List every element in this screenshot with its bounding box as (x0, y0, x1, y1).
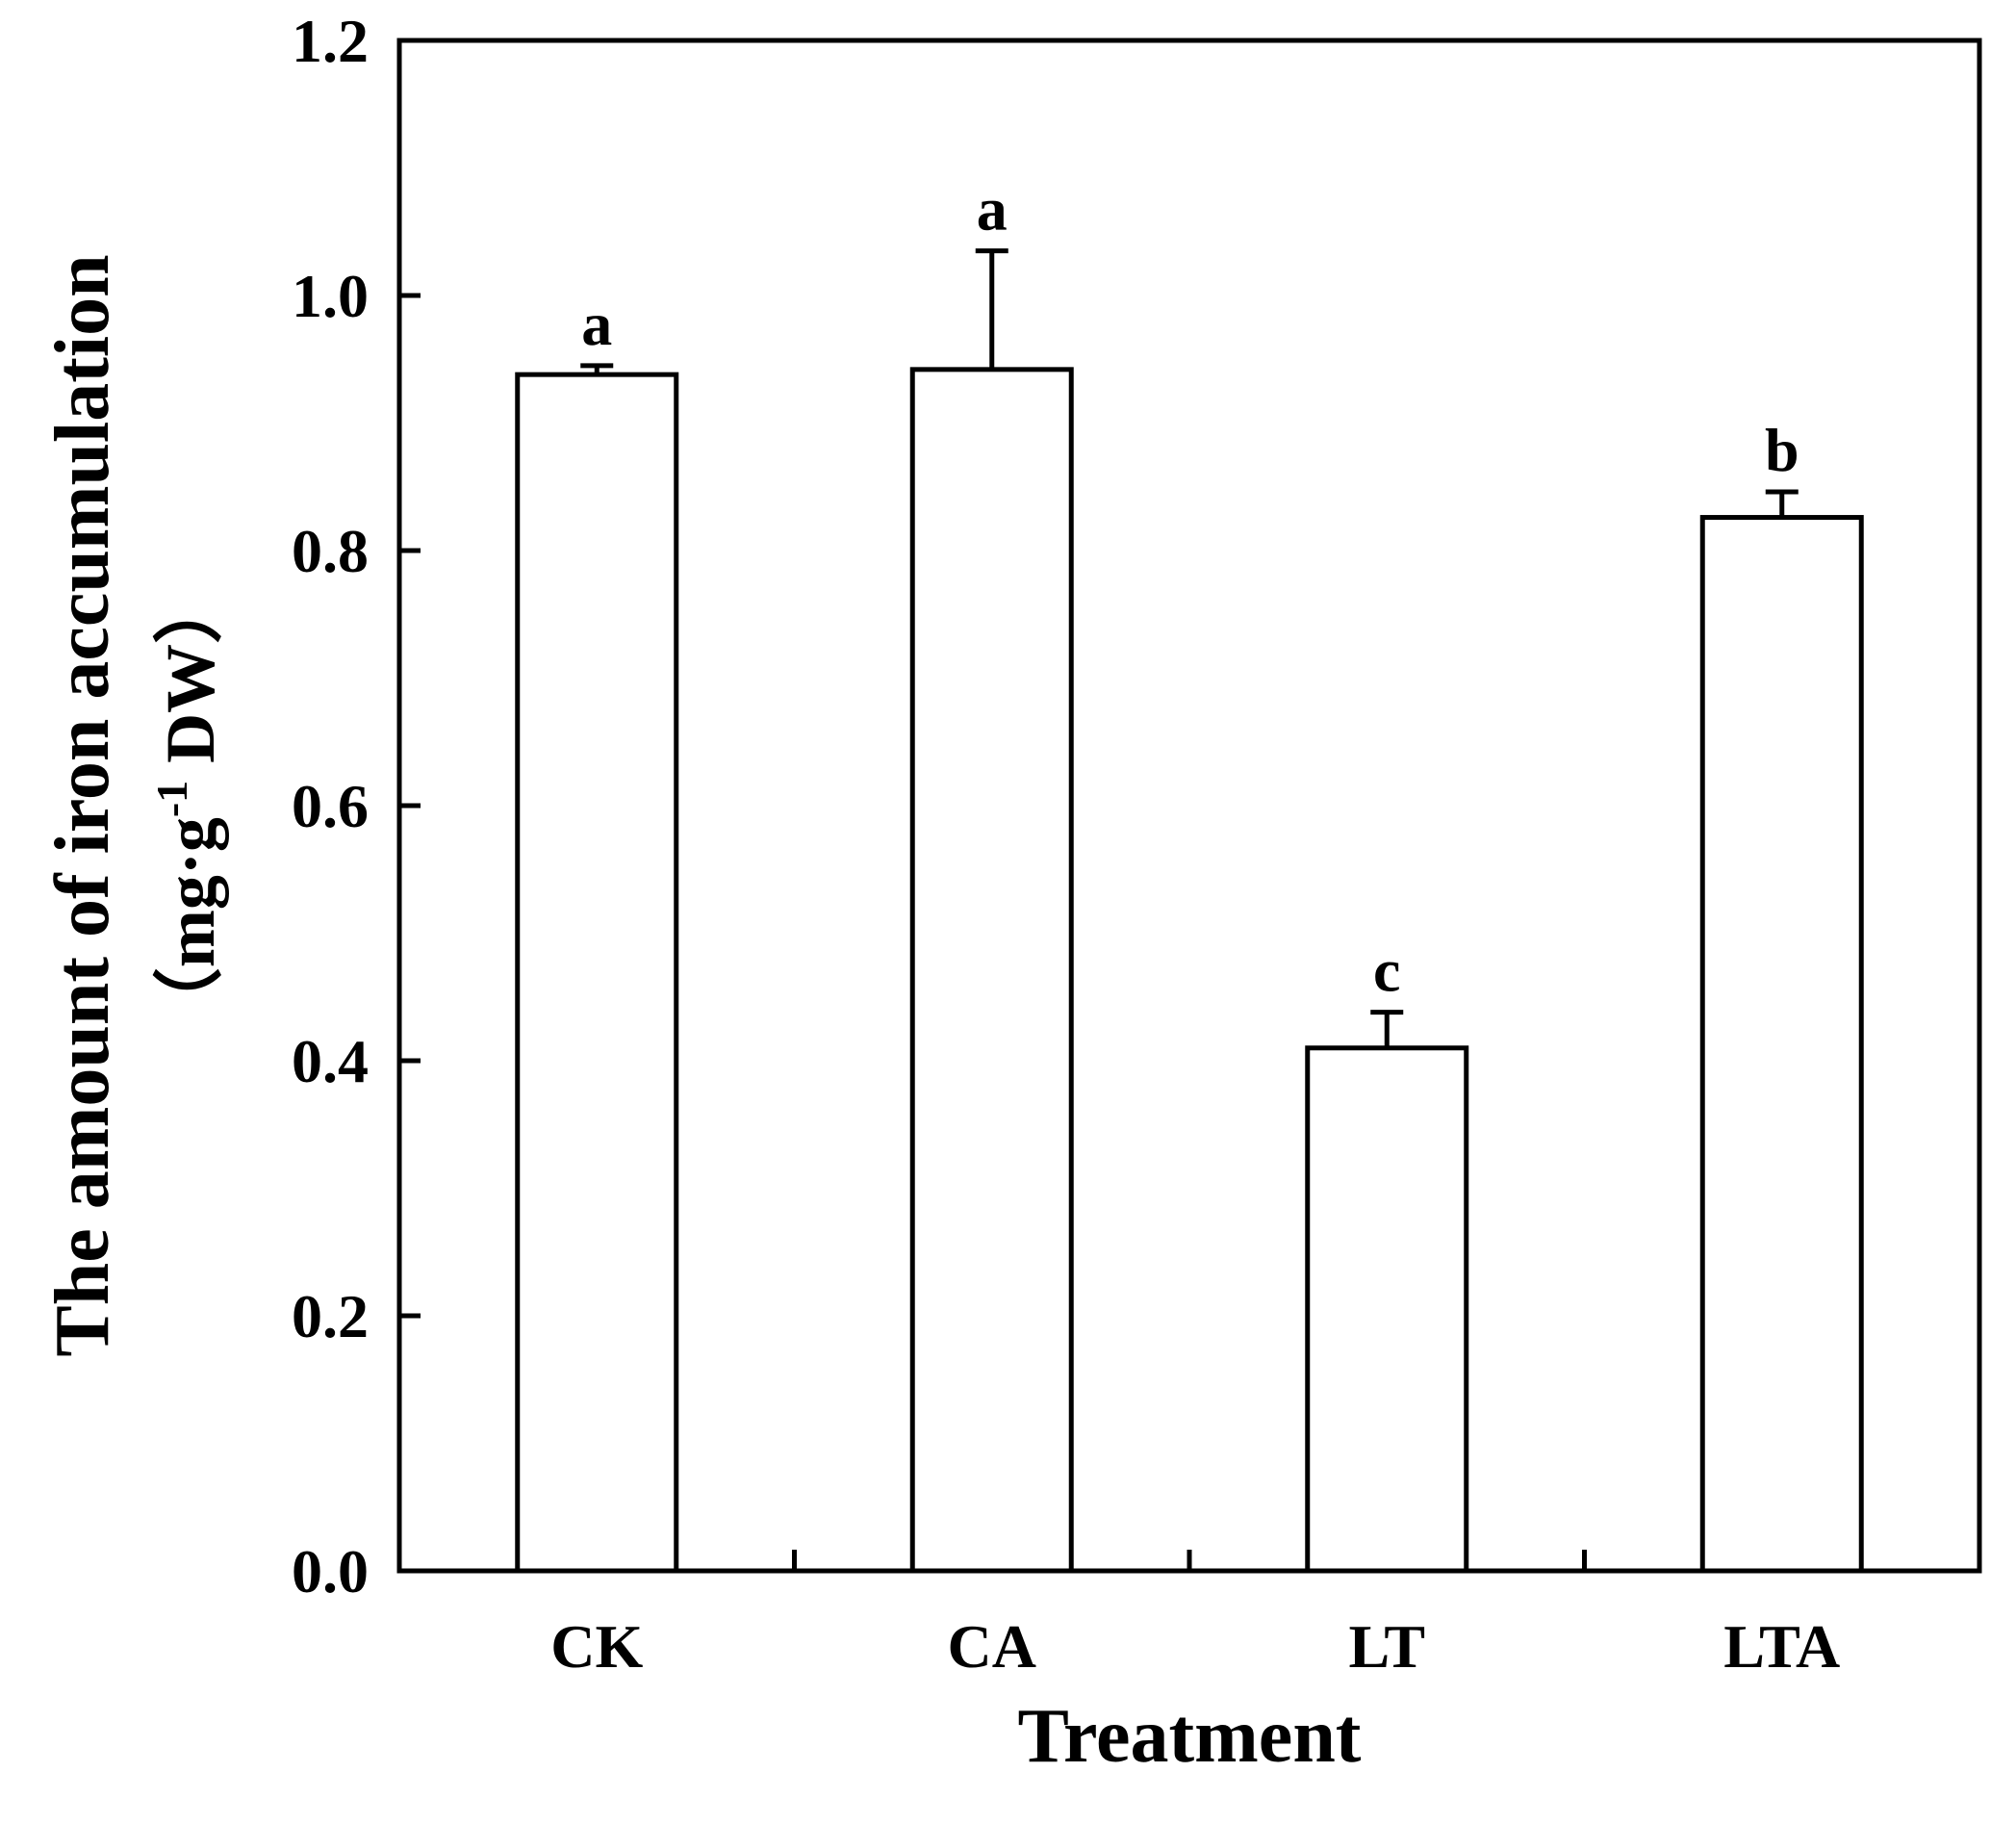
category-label-lta: LTA (1723, 1612, 1840, 1681)
category-label-ck: CK (550, 1612, 643, 1681)
y-axis-title-line2: （mg·g-1 DW） (147, 575, 229, 1037)
y-tick-label: 0.8 (292, 517, 369, 585)
category-label-ca: CA (948, 1612, 1036, 1681)
x-axis-category-labels: CK CA LT LTA (550, 1612, 1840, 1681)
category-label-lt: LT (1349, 1612, 1426, 1681)
error-bars (580, 248, 1799, 1048)
significance-letters: a a c b (581, 175, 1799, 1005)
y-tick-label: 0.2 (292, 1282, 369, 1350)
y-axis-title: The amount of iron accumulation (40, 254, 125, 1356)
bar-lta (1699, 515, 1864, 1574)
x-axis-title: Treatment (1018, 1694, 1362, 1779)
significance-letter-ck: a (581, 290, 612, 358)
y-tick-label: 0.0 (292, 1537, 369, 1606)
y-unit-suffix: DW） (152, 575, 229, 781)
y-tick-label: 0.4 (292, 1027, 369, 1095)
y-tick-label: 1.2 (292, 7, 369, 75)
significance-letter-ca: a (977, 175, 1008, 244)
y-axis-unit: （mg·g-1 DW） (147, 575, 229, 1037)
y-unit-superscript: -1 (147, 781, 196, 817)
y-axis-tick-labels: 0.0 0.2 0.4 0.6 0.8 1.0 1.2 (292, 7, 369, 1606)
bar-ck (515, 372, 679, 1574)
y-axis-title-line1: The amount of iron accumulation (40, 254, 125, 1356)
y-tick-label: 1.0 (292, 262, 369, 330)
y-axis-ticks (399, 38, 421, 1574)
x-axis-ticks (792, 1550, 1587, 1571)
significance-letter-lt: c (1373, 937, 1400, 1005)
bar-ca (909, 367, 1074, 1574)
plot-frame (396, 38, 1982, 1574)
y-unit-prefix: （mg·g (152, 817, 229, 1037)
bar-lt (1305, 1045, 1469, 1574)
significance-letter-lta: b (1765, 416, 1799, 484)
y-tick-label: 0.6 (292, 772, 369, 840)
bars (515, 367, 1864, 1574)
